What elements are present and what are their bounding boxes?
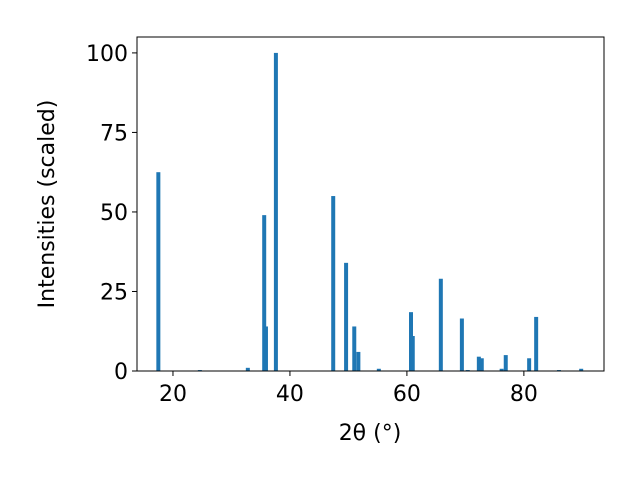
bar	[352, 326, 357, 371]
bar	[356, 351, 361, 371]
plot-frame	[136, 36, 605, 372]
bar	[156, 172, 161, 371]
bar	[503, 355, 508, 371]
bar	[527, 358, 532, 371]
bar	[410, 336, 415, 371]
y-axis-label: Intensities (scaled)	[35, 100, 60, 309]
x-tick-label: 40	[276, 382, 304, 407]
bar	[262, 215, 267, 371]
bar	[376, 368, 381, 371]
bar	[245, 367, 250, 371]
x-tick-label: 20	[159, 382, 187, 407]
y-tick-label: 75	[100, 121, 128, 146]
y-tick-label: 25	[100, 280, 128, 305]
bar	[331, 196, 336, 371]
bar	[499, 368, 504, 371]
x-tick-label: 60	[393, 382, 421, 407]
bar	[479, 358, 484, 371]
bar	[263, 326, 268, 371]
bar	[273, 52, 278, 372]
y-tick-label: 100	[86, 42, 128, 67]
x-tick-label: 80	[510, 382, 538, 407]
bar	[344, 262, 349, 371]
bar	[459, 318, 464, 371]
x-axis-label: 2θ (°)	[339, 421, 402, 446]
bar	[438, 278, 443, 371]
y-tick-label: 50	[100, 201, 128, 226]
y-tick-label: 0	[114, 360, 128, 385]
bar	[579, 368, 584, 371]
bar	[534, 316, 539, 371]
bar	[476, 356, 481, 371]
